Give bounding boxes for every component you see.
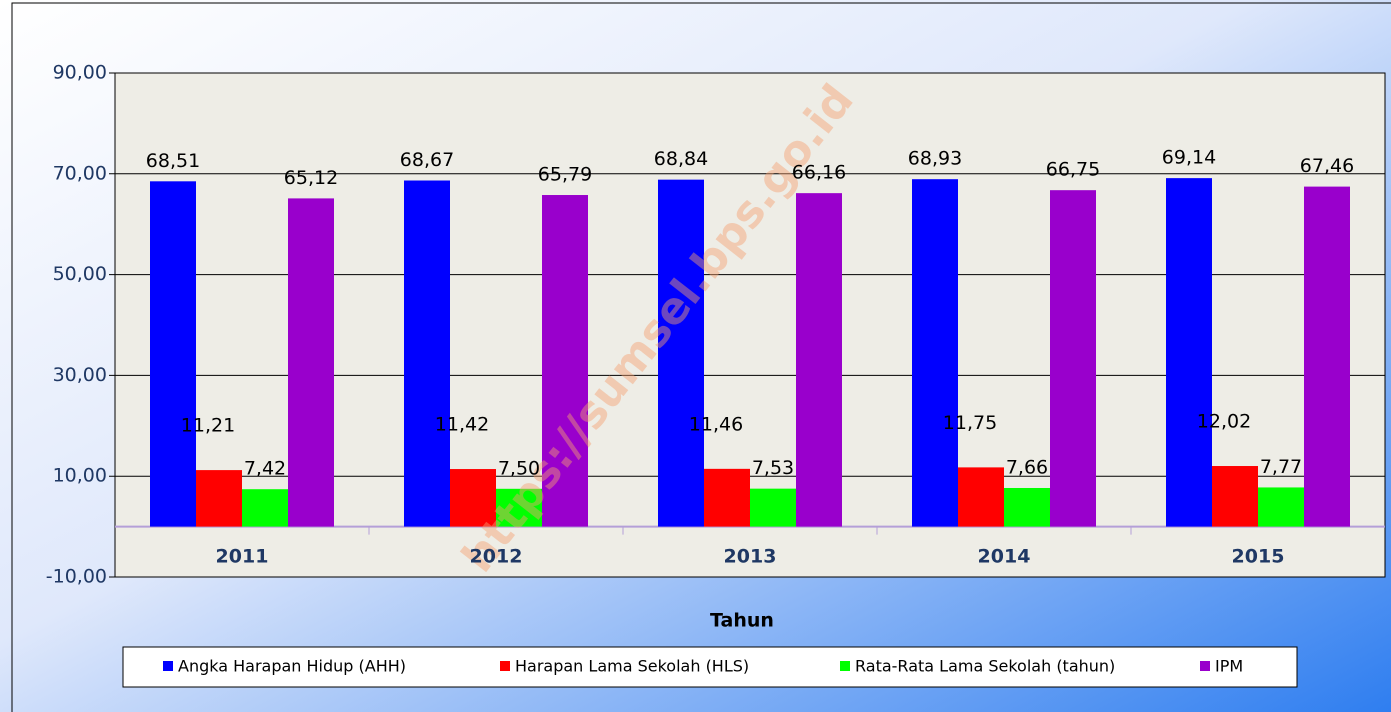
- data-label: 12,02: [1197, 411, 1251, 433]
- data-label: 11,42: [435, 414, 489, 436]
- bar: [150, 181, 196, 527]
- chart-border: [11, 2, 1391, 712]
- legend-swatch: [163, 661, 173, 671]
- data-label: 7,42: [244, 458, 286, 480]
- data-label: 7,66: [1006, 456, 1048, 478]
- x-tick-label: 2015: [1232, 546, 1285, 568]
- x-tick-label: 2013: [724, 546, 777, 568]
- data-label: 67,46: [1300, 155, 1354, 177]
- bar: [912, 179, 958, 527]
- bar: [958, 467, 1004, 527]
- bar: [1004, 487, 1050, 527]
- bar: [1212, 466, 1258, 527]
- x-axis-title: Tahun: [710, 610, 774, 632]
- bar: [1304, 186, 1350, 527]
- y-tick-label: 10,00: [53, 465, 107, 487]
- y-tick-label: 90,00: [53, 62, 107, 84]
- bar: [542, 195, 588, 527]
- data-label: 68,84: [654, 148, 708, 170]
- bar: [242, 489, 288, 527]
- legend: [122, 646, 1298, 688]
- bar: [1050, 190, 1096, 527]
- data-label: 68,51: [146, 150, 200, 172]
- bar: [450, 469, 496, 527]
- data-label: 66,16: [792, 162, 846, 184]
- bar: [750, 488, 796, 527]
- data-label: 11,75: [943, 412, 997, 434]
- legend-label: Harapan Lama Sekolah (HLS): [515, 657, 749, 676]
- y-tick-label: 70,00: [53, 162, 107, 184]
- data-label: 65,79: [538, 164, 592, 186]
- bar: [496, 488, 542, 527]
- data-label: 11,21: [181, 415, 235, 437]
- bar: [1166, 178, 1212, 527]
- legend-swatch: [840, 661, 850, 671]
- data-label: 68,93: [908, 148, 962, 170]
- x-tick-label: 2011: [216, 546, 269, 568]
- data-label: 7,53: [752, 457, 794, 479]
- data-label: 66,75: [1046, 159, 1100, 181]
- legend-label: Angka Harapan Hidup (AHH): [178, 657, 406, 676]
- y-tick-label: 50,00: [53, 263, 107, 285]
- bar: [196, 470, 242, 527]
- legend-swatch: [1200, 661, 1210, 671]
- data-label: 7,50: [498, 457, 540, 479]
- y-tick-label: -10,00: [46, 566, 107, 588]
- x-tick-label: 2014: [978, 546, 1031, 568]
- data-label: 68,67: [400, 149, 454, 171]
- bar: [1258, 487, 1304, 527]
- x-tick-label: 2012: [470, 546, 523, 568]
- data-label: 7,77: [1260, 456, 1302, 478]
- legend-label: Rata-Rata Lama Sekolah (tahun): [855, 657, 1115, 676]
- data-label: 69,14: [1162, 147, 1216, 169]
- data-label: 65,12: [284, 167, 338, 189]
- bar: [658, 179, 704, 527]
- y-tick-label: 30,00: [53, 364, 107, 386]
- bar: [704, 468, 750, 527]
- bar: [796, 193, 842, 527]
- data-label: 11,46: [689, 413, 743, 435]
- bar: [288, 198, 334, 527]
- legend-label: IPM: [1215, 657, 1243, 676]
- legend-swatch: [500, 661, 510, 671]
- bar: [404, 180, 450, 527]
